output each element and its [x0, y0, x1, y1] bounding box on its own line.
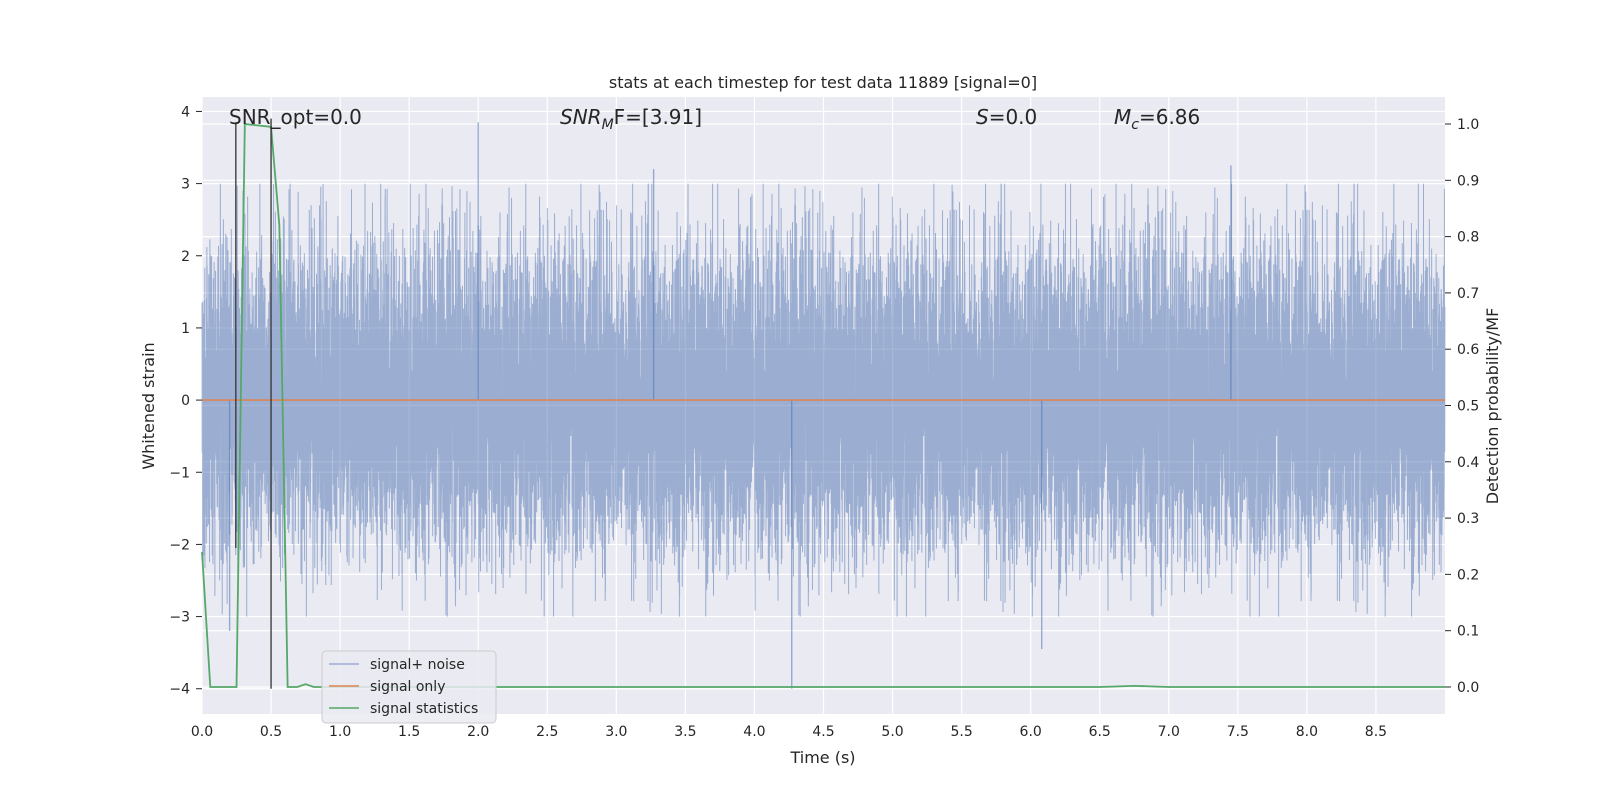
y-tick-label: 0 [181, 393, 190, 409]
y2-tick-label: 0.5 [1457, 399, 1479, 415]
tick-labels: 0.0 0.5 1.0 1.5 2.0 2.5 3.0 3.5 4.0 4.5 5.0 5.5 6.0 6… [169, 104, 1479, 740]
series-signal-noise [201, 183, 1446, 617]
legend-box [321, 650, 497, 724]
annotation-s-stat: S=0.0 [976, 105, 1037, 129]
y2-tick-label: 0.6 [1457, 342, 1479, 358]
x-tick-label: 8.0 [1296, 724, 1318, 740]
y-tick-label: 1 [181, 321, 190, 337]
legend-label-signal-only: signal only [370, 679, 445, 695]
y2-tick-label: 0.4 [1457, 455, 1479, 471]
x-tick-label: 4.5 [812, 724, 834, 740]
x-tick-label: 4.0 [743, 724, 765, 740]
y-tick-label: −2 [169, 537, 190, 553]
x-tick-label: 7.5 [1227, 724, 1249, 740]
x-tick-label: 0.0 [191, 724, 213, 740]
chart-title: stats at each timestep for test data 118… [609, 73, 1037, 92]
y-tick-label: 3 [181, 177, 190, 193]
x-tick-label: 5.0 [881, 724, 903, 740]
y-axis-label: Whitened strain [139, 342, 158, 469]
x-axis-label: Time (s) [789, 748, 855, 767]
x-tick-label: 2.0 [467, 724, 489, 740]
x-tick-label: 5.5 [950, 724, 972, 740]
x-tick-label: 6.0 [1020, 724, 1042, 740]
y-tick-label: 2 [181, 249, 190, 265]
y2-tick-label: 0.2 [1457, 567, 1479, 583]
x-tick-label: 3.5 [674, 724, 696, 740]
x-tick-label: 2.5 [536, 724, 558, 740]
noise-series [201, 122, 1446, 689]
annotation-mc: Mc=6.86 [1114, 105, 1200, 133]
snr-mf-base: SNR [560, 105, 602, 129]
y2-tick-label: 0.3 [1457, 511, 1479, 527]
x-tick-label: 3.0 [605, 724, 627, 740]
x-tick-label: 7.0 [1158, 724, 1180, 740]
mc-rest: =6.86 [1139, 105, 1200, 129]
s-symbol: S [976, 105, 989, 129]
annotation-snr-mf: SNRMF=[3.91] [560, 105, 702, 133]
snr-mf-sub: M [602, 117, 614, 133]
y2-axis-label: Detection probability/MF [1483, 308, 1502, 505]
snr-mf-rest: F=[3.91] [614, 105, 702, 129]
y2-tick-label: 0.8 [1457, 230, 1479, 246]
legend-label-noise: signal+ noise [370, 657, 465, 673]
y-tick-label: −4 [169, 682, 190, 698]
y2-tick-label: 0.1 [1457, 624, 1479, 640]
y-tick-label: −3 [169, 610, 190, 626]
marker-lines [235, 118, 272, 689]
s-stat-value: =0.0 [989, 105, 1038, 129]
y-tick-label: −1 [169, 465, 190, 481]
mc-sub: c [1131, 117, 1139, 133]
x-tick-label: 8.5 [1365, 724, 1387, 740]
x-tick-label: 6.5 [1089, 724, 1111, 740]
annotation-snr-opt: SNR_opt=0.0 [229, 105, 362, 129]
legend-label-statistics: signal statistics [370, 701, 478, 717]
y-tick-label: 4 [181, 104, 190, 120]
x-tick-label: 1.0 [329, 724, 351, 740]
y2-tick-label: 1.0 [1457, 117, 1479, 133]
legend: signal+ noise signal only signal statist… [321, 650, 497, 724]
x-tick-label: 1.5 [398, 724, 420, 740]
y2-tick-label: 0.0 [1457, 680, 1479, 696]
y2-tick-label: 0.7 [1457, 286, 1479, 302]
mc-base: M [1114, 105, 1131, 129]
y2-tick-label: 0.9 [1457, 173, 1479, 189]
x-tick-label: 0.5 [260, 724, 282, 740]
annotations: SNR_opt=0.0 SNRMF=[3.91] S=0.0 Mc=6.86 [229, 105, 1200, 133]
